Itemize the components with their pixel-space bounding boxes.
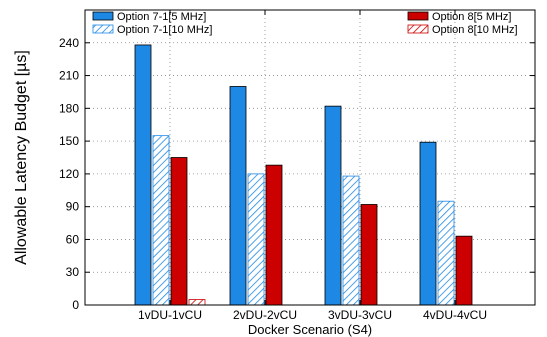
x-axis-label: Docker Scenario (S4) xyxy=(248,322,372,337)
y-tick-label: 180 xyxy=(59,101,79,115)
bar xyxy=(342,175,360,306)
bar xyxy=(324,105,342,306)
bar xyxy=(360,204,378,306)
y-tick-label: 210 xyxy=(59,69,79,83)
legend: Option 7-1[5 MHz]Option 7-1[10 MHz] Optio… xyxy=(92,11,518,36)
bar xyxy=(247,173,265,306)
bar xyxy=(265,164,283,306)
bar xyxy=(188,299,206,306)
x-tick-label: 2vDU-2vCU xyxy=(233,308,297,322)
bar xyxy=(152,135,170,306)
bar xyxy=(455,235,473,306)
legend-label: Option 8[5 MHz] xyxy=(432,11,511,23)
y-axis: 0 30 60 90 120 150 180 210 240 xyxy=(59,36,535,312)
y-tick-label: 150 xyxy=(59,134,79,148)
y-tick-label: 0 xyxy=(72,298,79,312)
y-tick-label: 240 xyxy=(59,36,79,50)
legend-swatch xyxy=(92,11,114,21)
bar xyxy=(419,141,437,306)
legend-swatch xyxy=(407,24,429,34)
legend-label: Option 7-1[5 MHz] xyxy=(117,11,206,23)
x-tick-label: 1vDU-1vCU xyxy=(138,308,202,322)
legend-label: Option 7-1[10 MHz] xyxy=(117,24,212,36)
y-tick-label: 60 xyxy=(66,232,80,246)
y-tick-label: 30 xyxy=(66,265,80,279)
bar xyxy=(170,157,188,306)
bars xyxy=(134,44,473,306)
plot-frame xyxy=(84,9,536,306)
y-tick-label: 90 xyxy=(66,200,80,214)
x-axis: 1vDU-1vCU 2vDU-2vCU 3vDU-3vCU 4vDU-4vCU xyxy=(138,10,487,322)
bar xyxy=(134,44,152,306)
legend-swatch xyxy=(407,11,429,21)
legend-label: Option 8[10 MHz] xyxy=(432,24,518,36)
grid xyxy=(85,10,535,305)
bar xyxy=(437,200,455,306)
x-tick-label: 3vDU-3vCU xyxy=(328,308,392,322)
y-tick-label: 120 xyxy=(59,167,79,181)
bar xyxy=(229,86,247,306)
x-tick-label: 4vDU-4vCU xyxy=(423,308,487,322)
y-axis-label: Allowable Latency Budget [µs] xyxy=(13,50,30,265)
legend-swatch xyxy=(92,24,114,34)
